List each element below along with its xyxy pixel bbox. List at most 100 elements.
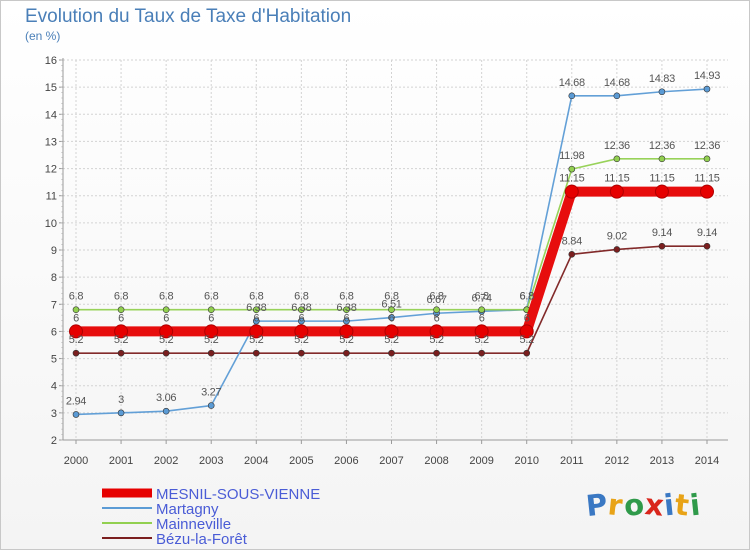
data-label: 6.8 xyxy=(339,291,354,303)
data-point xyxy=(249,324,264,339)
legend-label: MESNIL-SOUS-VIENNE xyxy=(156,486,320,503)
data-point xyxy=(433,306,440,314)
series-2 xyxy=(72,85,711,418)
data-point xyxy=(343,306,350,314)
x-tick-label: 2009 xyxy=(469,455,493,467)
data-label: 11.15 xyxy=(604,173,629,185)
data-point xyxy=(207,349,215,357)
data-label: 6.8 xyxy=(159,291,174,303)
data-point xyxy=(433,349,440,357)
data-point xyxy=(343,349,350,357)
data-label: 5.2 xyxy=(69,334,84,346)
data-point xyxy=(298,317,305,325)
data-label: 6.67 xyxy=(426,294,446,306)
data-point xyxy=(162,349,170,357)
data-label: 6 xyxy=(253,312,259,324)
data-point xyxy=(207,402,215,409)
y-tick-label: 4 xyxy=(51,381,57,393)
data-label: 6 xyxy=(73,312,79,324)
data-label: 6.74 xyxy=(472,292,492,304)
data-label: 2.94 xyxy=(66,395,86,407)
x-tick-label: 2006 xyxy=(334,455,358,467)
data-point xyxy=(252,349,260,357)
data-point xyxy=(478,306,485,314)
data-point xyxy=(658,242,666,250)
data-label: 11.15 xyxy=(694,173,719,185)
data-label: 6.8 xyxy=(429,291,444,303)
data-point xyxy=(114,324,129,339)
x-tick-label: 2004 xyxy=(244,455,268,467)
data-label-layer: 6 6 6 6 6 6 6 6 6 6 6 11.15 11.15 11.15 11.15 2.94 3 3.06… xyxy=(66,70,721,407)
data-label: 6.38 xyxy=(336,302,356,314)
x-tick-label: 2000 xyxy=(64,455,88,467)
data-label: 12.36 xyxy=(604,140,630,152)
y-tick-label: 8 xyxy=(51,272,57,284)
data-point xyxy=(252,306,260,314)
data-point xyxy=(117,349,125,357)
y-tick-label: 15 xyxy=(45,82,57,94)
y-tick-label: 6 xyxy=(51,326,57,338)
data-label: 12.36 xyxy=(694,140,720,152)
data-point xyxy=(613,246,621,253)
data-label: 11.98 xyxy=(559,150,584,162)
data-label: 5.2 xyxy=(159,334,174,346)
proxiti-logo: Proxiti xyxy=(584,487,702,523)
data-point xyxy=(429,324,444,339)
data-label: 6.8 xyxy=(474,291,489,303)
data-label: 14.93 xyxy=(694,70,720,82)
data-point xyxy=(658,155,666,163)
data-point xyxy=(703,242,711,250)
data-label: 5.2 xyxy=(294,334,309,346)
y-tick-label: 16 xyxy=(45,55,57,67)
data-label: 9.14 xyxy=(697,227,717,239)
data-label: 11.15 xyxy=(649,173,674,185)
data-label: 6.38 xyxy=(291,302,311,314)
x-tick-label: 2003 xyxy=(199,455,223,467)
series-1 xyxy=(69,184,714,339)
y-tick-label: 10 xyxy=(45,218,57,230)
data-point xyxy=(298,349,305,357)
data-label: 5.2 xyxy=(339,334,354,346)
data-point xyxy=(564,184,579,199)
legend-label: Mainneville xyxy=(156,516,231,533)
data-label: 5.2 xyxy=(520,334,535,346)
data-point xyxy=(252,317,260,325)
chart-title: Evolution du Taux de Taxe d'Habitation xyxy=(25,6,352,27)
series-layer xyxy=(69,85,714,418)
data-point xyxy=(117,306,125,314)
grid xyxy=(63,59,728,441)
data-label: 6.8 xyxy=(294,291,309,303)
data-point xyxy=(294,324,309,339)
data-label: 6.8 xyxy=(384,291,399,303)
x-tick-label: 2014 xyxy=(695,455,719,467)
data-label: 5.2 xyxy=(114,334,129,346)
data-label: 5.2 xyxy=(429,334,444,346)
data-label: 5.2 xyxy=(474,334,489,346)
data-point xyxy=(207,306,215,314)
y-tick-label: 14 xyxy=(45,109,57,121)
data-label: 8.84 xyxy=(562,235,582,247)
data-point xyxy=(339,324,354,339)
data-label: 6 xyxy=(524,312,530,324)
data-label: 3 xyxy=(118,394,124,406)
data-point xyxy=(388,306,395,314)
data-point xyxy=(72,306,80,314)
data-point xyxy=(703,85,711,93)
data-label: 6 xyxy=(479,312,485,324)
series-3 xyxy=(72,155,711,314)
y-tick-label: 9 xyxy=(51,245,57,257)
x-tick-label: 2012 xyxy=(605,455,629,467)
legend-label: Bézu-la-Forêt xyxy=(156,531,248,548)
data-label: 6 xyxy=(298,312,304,324)
data-point xyxy=(613,155,621,163)
data-point xyxy=(298,306,305,314)
data-label: 14.68 xyxy=(559,77,585,89)
data-label: 6.8 xyxy=(204,291,219,303)
data-label: 6.8 xyxy=(520,291,535,303)
data-point xyxy=(69,324,83,339)
legend: MESNIL-SOUS-VIENNEMartagnyMainnevilleBéz… xyxy=(102,486,320,548)
data-label: 6 xyxy=(344,312,350,324)
data-label: 6.51 xyxy=(381,299,401,311)
data-label: 3.06 xyxy=(156,392,176,404)
data-label: 6.8 xyxy=(520,291,535,303)
